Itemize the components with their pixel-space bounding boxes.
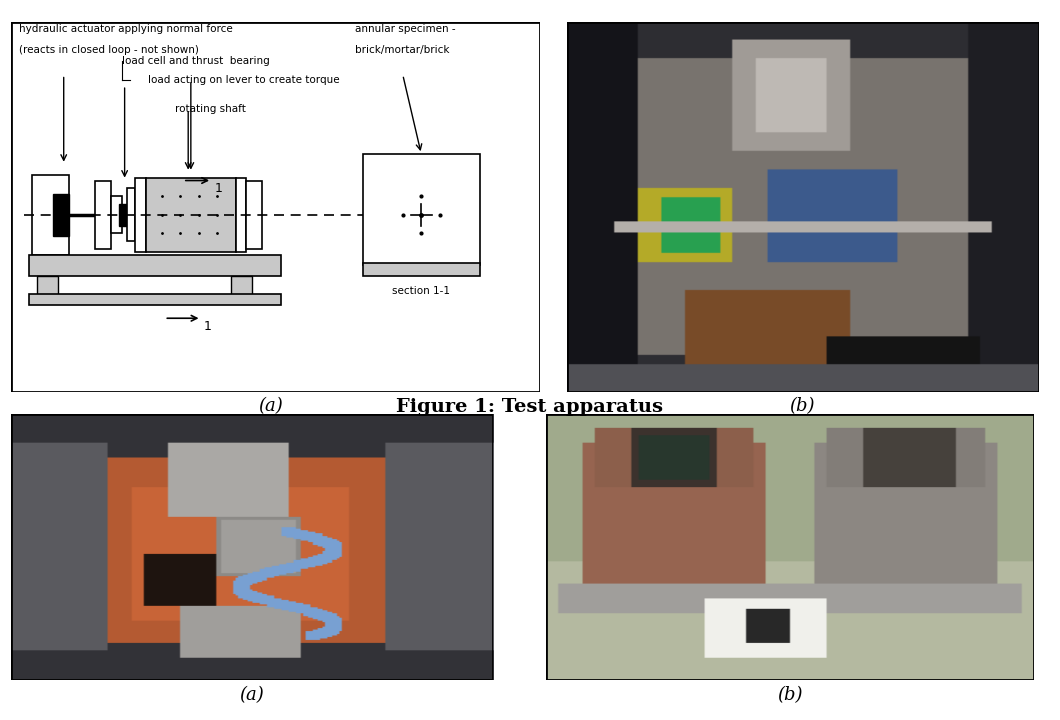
Text: section 1-1: section 1-1 xyxy=(392,287,450,297)
Text: 1: 1 xyxy=(215,182,223,195)
Bar xyxy=(136,178,146,252)
Text: 1: 1 xyxy=(205,320,212,333)
Bar xyxy=(30,294,281,305)
Bar xyxy=(363,154,479,265)
Bar xyxy=(95,181,111,249)
Bar xyxy=(236,178,247,252)
Text: (b): (b) xyxy=(790,397,815,415)
Text: Figure 1: Test apparatus: Figure 1: Test apparatus xyxy=(396,397,664,416)
Bar xyxy=(120,204,127,225)
Bar xyxy=(247,181,263,249)
Bar xyxy=(363,263,479,276)
Text: brick/mortar/brick: brick/mortar/brick xyxy=(355,45,449,55)
Text: (b): (b) xyxy=(777,686,802,704)
Bar xyxy=(111,197,122,233)
Text: hydraulic actuator applying normal force: hydraulic actuator applying normal force xyxy=(19,24,232,35)
Text: annular specimen -: annular specimen - xyxy=(355,24,456,35)
Text: rotating shaft: rotating shaft xyxy=(175,104,246,114)
Text: load acting on lever to create torque: load acting on lever to create torque xyxy=(148,75,340,84)
Bar xyxy=(32,175,69,255)
Text: (a): (a) xyxy=(258,397,283,415)
Bar xyxy=(146,178,236,252)
Bar xyxy=(53,194,69,236)
Text: load cell and thrust  bearing: load cell and thrust bearing xyxy=(122,56,269,66)
Text: (reacts in closed loop - not shown): (reacts in closed loop - not shown) xyxy=(19,45,198,55)
Bar xyxy=(30,255,281,276)
Bar xyxy=(37,276,58,297)
Bar xyxy=(127,189,136,241)
Text: (a): (a) xyxy=(238,686,264,704)
Bar xyxy=(231,276,252,297)
